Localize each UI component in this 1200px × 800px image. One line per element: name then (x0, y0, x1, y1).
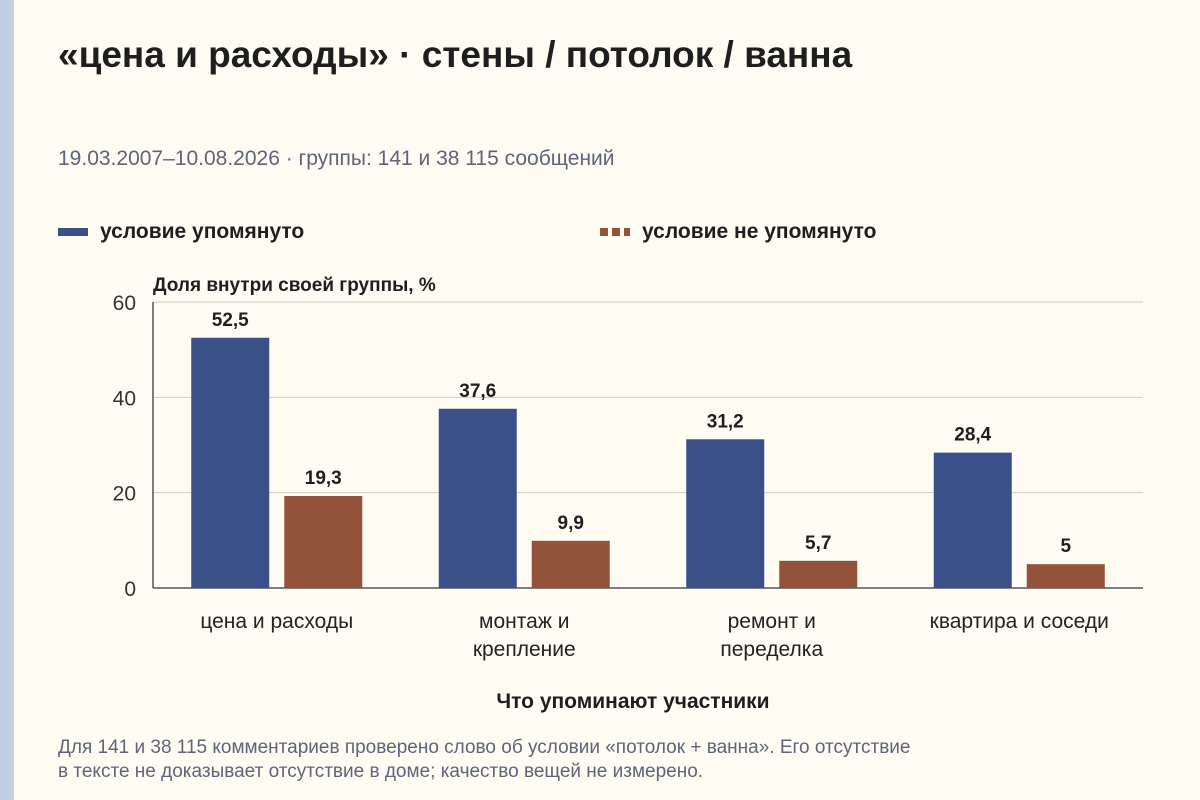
x-axis-label: Что упоминают участники (496, 690, 769, 713)
bar (686, 439, 765, 588)
bar (191, 337, 270, 588)
left-accent-stripe (0, 0, 14, 800)
bar (438, 408, 517, 588)
bar (1026, 564, 1105, 588)
x-tick-label: квартира и соседи (930, 610, 1109, 633)
chart-title: «цена и расходы» · стены / потолок / ван… (58, 34, 853, 75)
footnote-line-1: Для 141 и 38 115 комментариев проверено … (58, 737, 911, 758)
legend-swatch-dashed (600, 228, 630, 236)
y-tick-label: 40 (113, 387, 136, 410)
bar (779, 560, 858, 588)
bar-value-label: 5,7 (805, 533, 831, 554)
bar-value-label: 19,3 (305, 468, 342, 489)
bar-value-label: 9,9 (558, 513, 584, 534)
bar-value-label: 28,4 (954, 425, 991, 446)
bar-value-label: 31,2 (707, 411, 744, 432)
bar-value-label: 37,6 (459, 381, 496, 402)
legend-item-mentioned: условие упомянуто (58, 220, 304, 244)
y-tick-label: 0 (124, 578, 136, 601)
footnote-line-2: в тексте не доказывает отсутствие в доме… (58, 761, 704, 782)
y-tick-label: 20 (113, 483, 136, 506)
bar (933, 452, 1012, 588)
legend-item-not-mentioned: условие не упомянуто (600, 220, 876, 244)
bar (284, 496, 363, 588)
x-tick-label: монтаж и (479, 610, 569, 633)
bar-value-label: 5 (1060, 536, 1071, 557)
legend-label-mentioned: условие упомянуто (100, 220, 305, 243)
x-tick-label: ремонт и (728, 610, 816, 633)
bar (531, 540, 610, 588)
bar-value-label: 52,5 (212, 310, 249, 331)
y-tick-label: 60 (113, 292, 136, 315)
footnote: Для 141 и 38 115 комментариев проверено … (58, 736, 1158, 784)
y-axis-label: Доля внутри своей группы, % (153, 275, 436, 296)
legend-swatch-solid (58, 228, 88, 236)
x-tick-label: цена и расходы (200, 610, 353, 633)
legend-label-not-mentioned: условие не упомянуто (642, 220, 877, 243)
bar-chart: 0 20 40 60 Доля внутри своей группы, % 52,5 19… (113, 275, 1143, 713)
x-tick-label: крепление (473, 638, 576, 661)
x-tick-label: переделка (720, 638, 823, 661)
chart-subtitle: 19.03.2007–10.08.2026 · группы: 141 и 38… (58, 147, 615, 170)
